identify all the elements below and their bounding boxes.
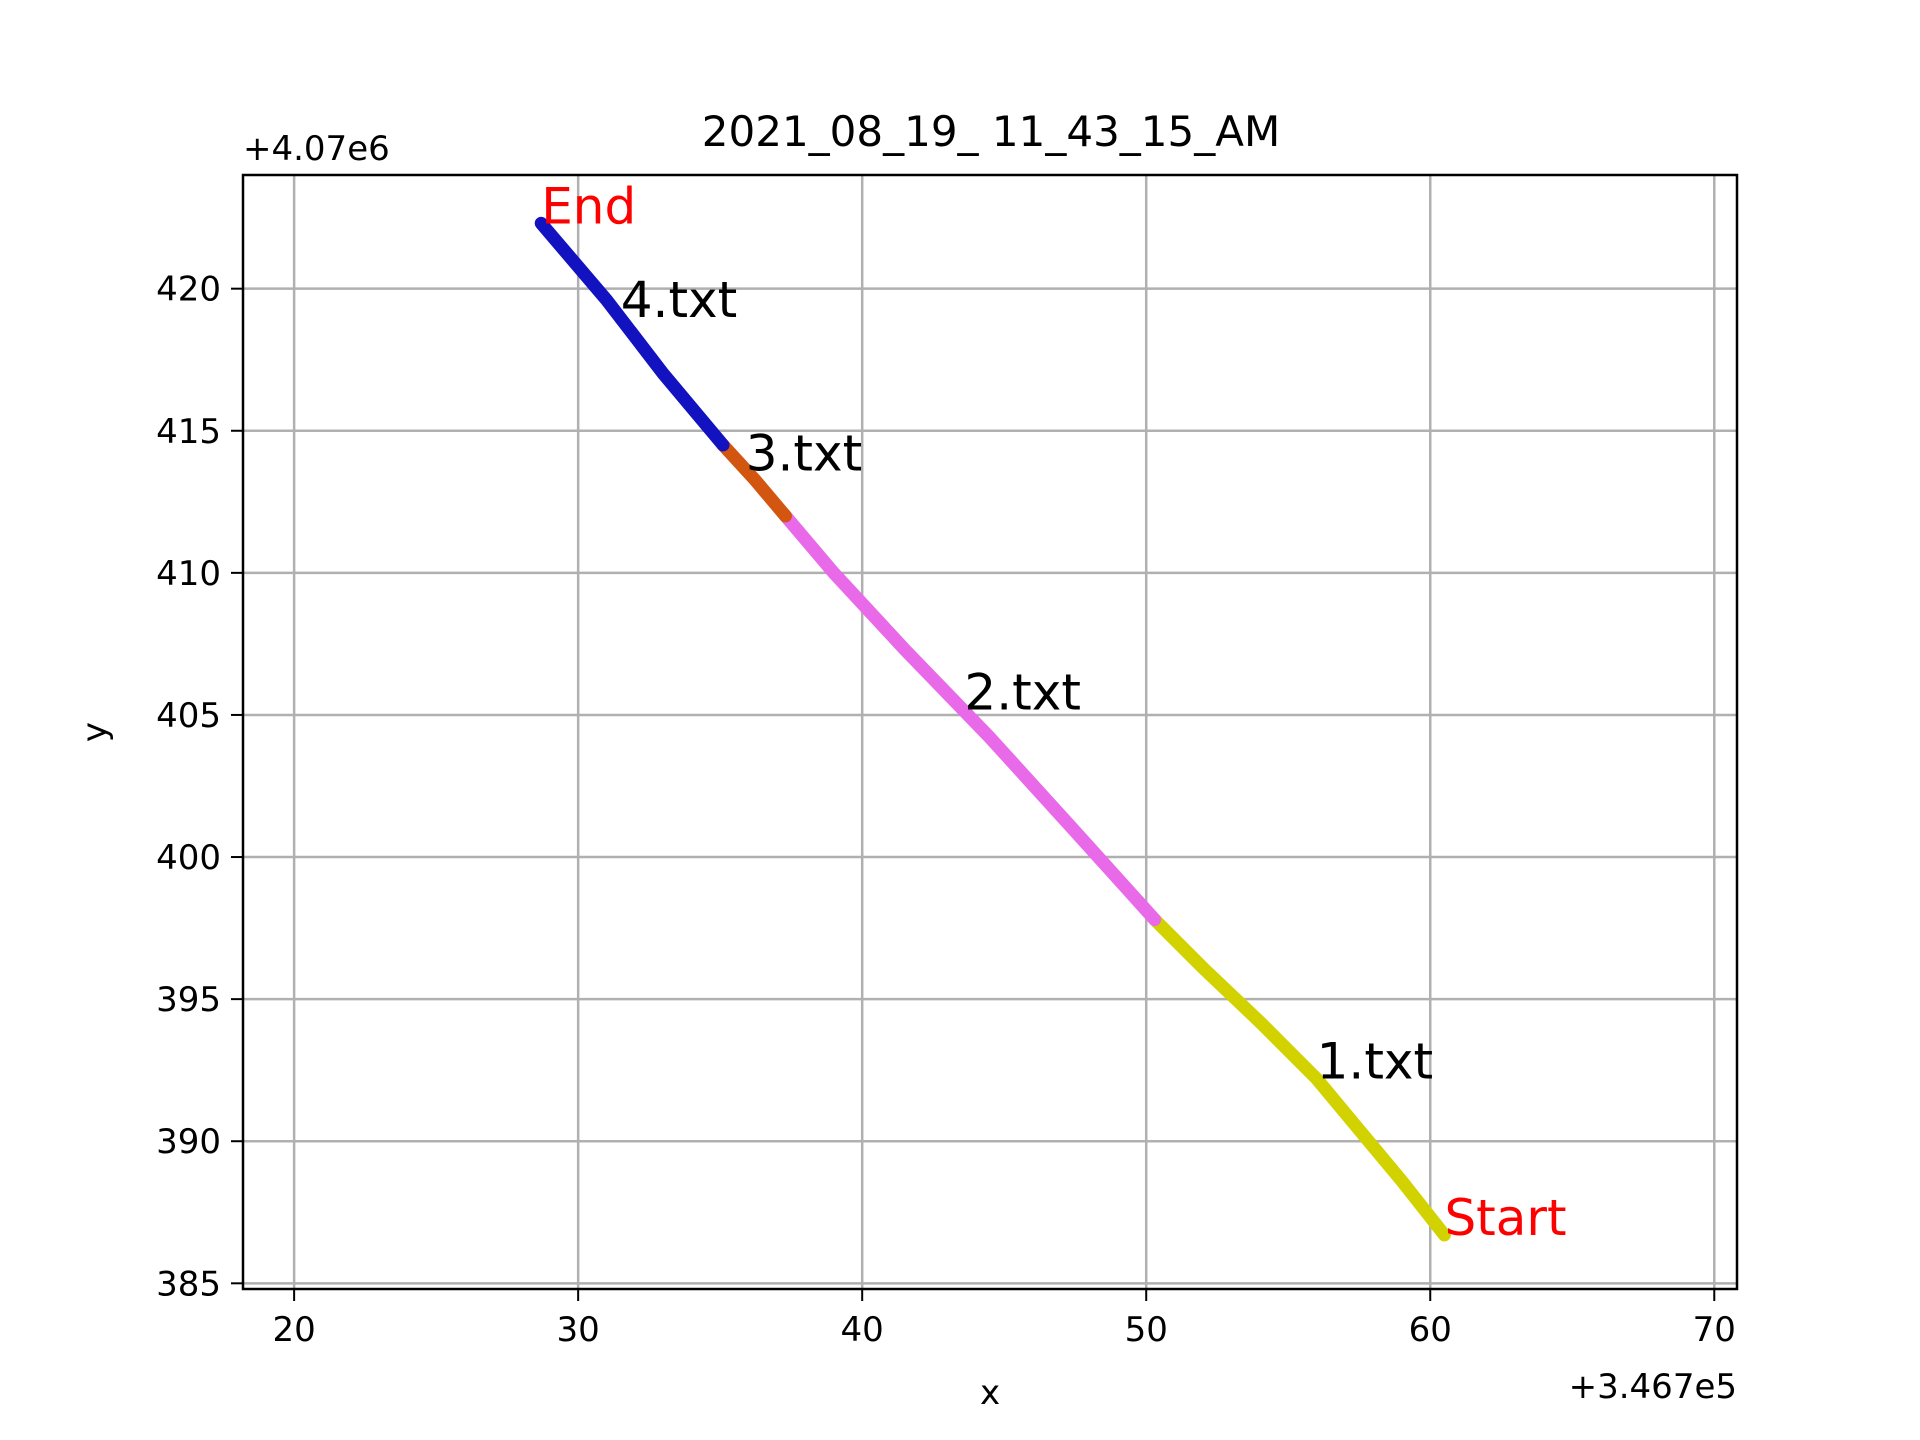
series-line-3: [716, 438, 792, 523]
y-tick-label: 420: [156, 270, 221, 310]
y-axis-ticks: 385 390 395 400 405 410 415 420: [156, 270, 243, 1304]
annotation-label: 4.txt: [621, 271, 738, 329]
y-tick-label: 405: [156, 696, 221, 736]
x-tick-label: 60: [1409, 1310, 1452, 1350]
series-layer: [534, 216, 1451, 1242]
annotation-label: 2.txt: [964, 663, 1081, 721]
annotation-layer: 1.txt 2.txt 3.txt 4.txt End Start: [541, 177, 1566, 1247]
annotation-label: Start: [1444, 1189, 1566, 1247]
x-tick-label: 30: [557, 1310, 600, 1350]
x-tick-label: 20: [272, 1310, 315, 1350]
y-axis-label: y: [75, 722, 115, 742]
x-tick-label: 40: [841, 1310, 884, 1350]
y-offset-label: +4.07e6: [243, 129, 390, 169]
x-tick-label: 50: [1125, 1310, 1168, 1350]
series-line-4: [534, 216, 730, 452]
grid: [243, 175, 1737, 1289]
series-line-2: [779, 509, 1162, 927]
chart-title: 2021_08_19_ 11_43_15_AM: [702, 107, 1280, 156]
y-tick-label: 410: [156, 554, 221, 594]
x-axis-label: x: [980, 1373, 1000, 1413]
y-tick-label: 415: [156, 412, 221, 452]
y-tick-label: 395: [156, 980, 221, 1020]
series-line-1: [1148, 913, 1451, 1242]
annotation-label: 3.txt: [746, 425, 863, 483]
x-tick-label: 70: [1693, 1310, 1736, 1350]
x-axis-ticks: 20 30 40 50 60 70: [272, 1289, 1736, 1350]
x-offset-label: +3.467e5: [1569, 1367, 1737, 1407]
y-tick-label: 385: [156, 1264, 221, 1304]
y-tick-label: 400: [156, 838, 221, 878]
annotation-label: 1.txt: [1317, 1033, 1434, 1091]
y-tick-label: 390: [156, 1122, 221, 1162]
plot-area-frame: [241, 173, 1739, 1291]
annotation-label: End: [541, 177, 636, 235]
